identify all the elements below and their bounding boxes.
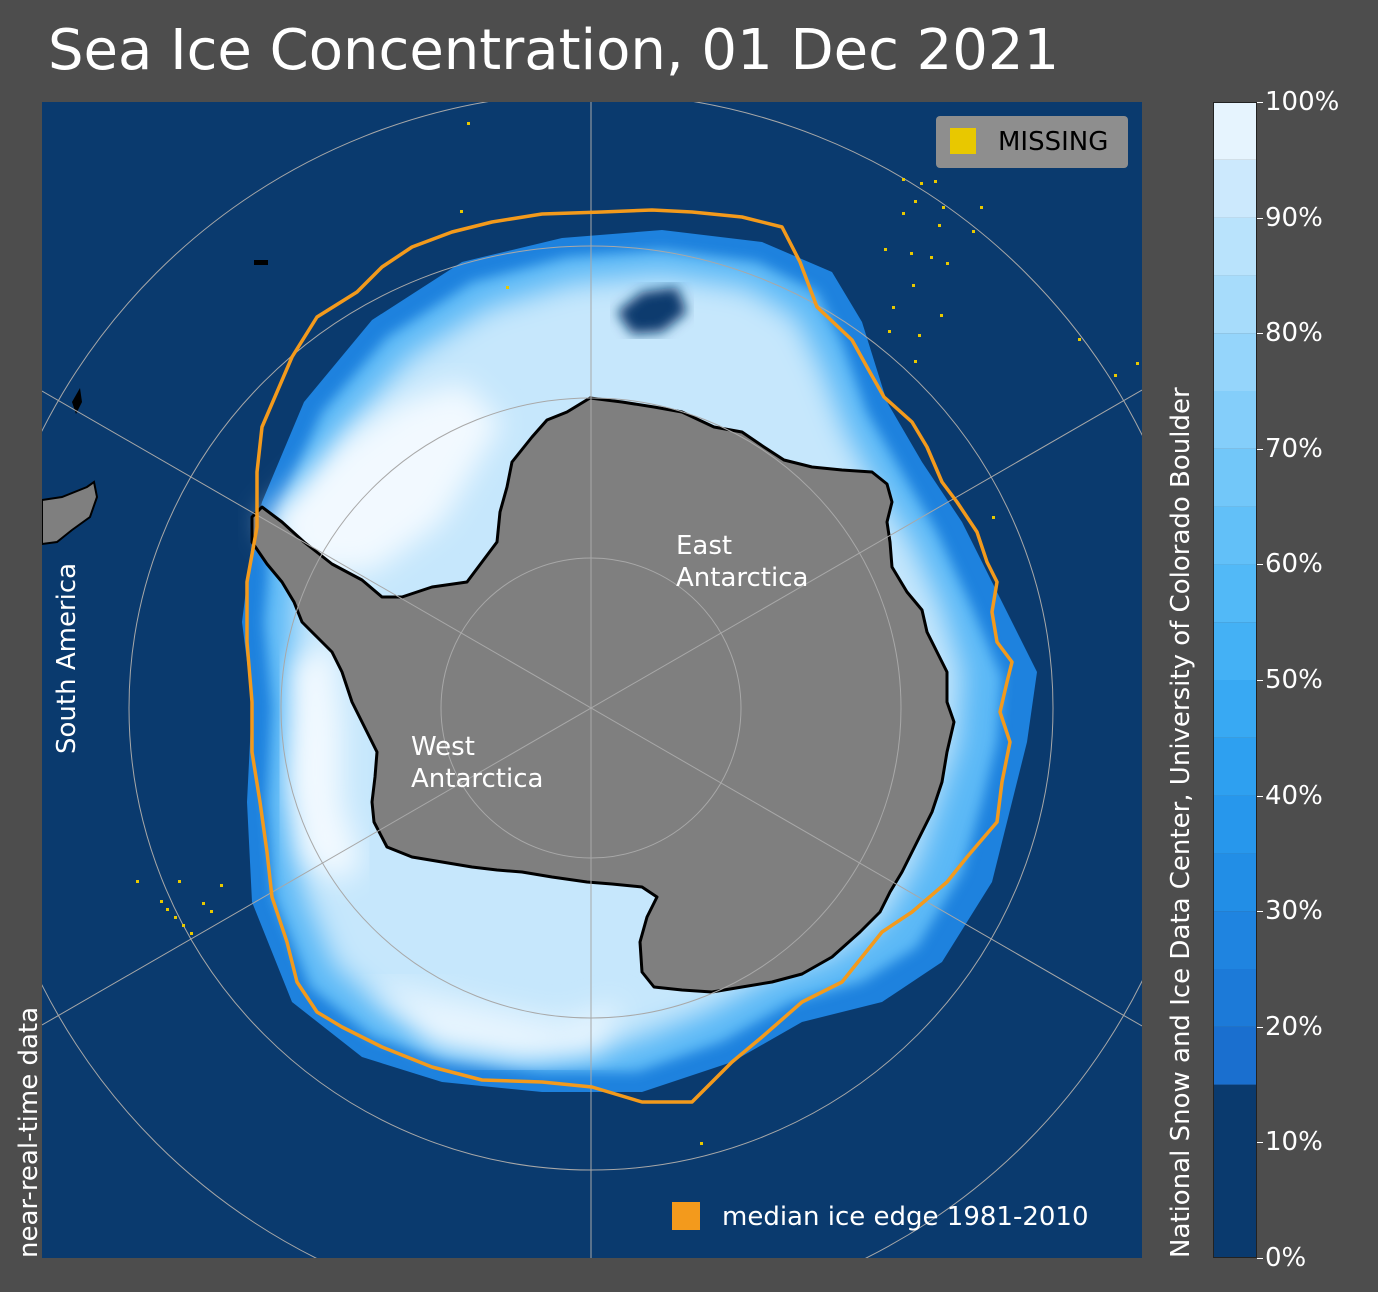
east-antarctica-label: East Antarctica (676, 531, 808, 593)
colorbar-tick-mark (1257, 102, 1263, 103)
colorbar-tick-mark (1257, 564, 1263, 566)
colorbar-tick-label: 30% (1265, 896, 1323, 927)
missing-legend: MISSING (936, 116, 1128, 168)
colorbar-band (1213, 1084, 1257, 1258)
colorbar-tick-label: 10% (1265, 1127, 1323, 1158)
missing-data-points (136, 122, 1139, 1145)
colorbar-tick-mark (1257, 1142, 1263, 1144)
colorbar-tick-label: 100% (1265, 87, 1340, 117)
colorbar-tick-label: 50% (1265, 665, 1323, 695)
colorbar-tick-mark (1257, 333, 1263, 335)
colorbar-band (1213, 333, 1257, 391)
colorbar-band (1213, 217, 1257, 276)
colorbar-tick-mark (1257, 911, 1263, 913)
falkland-islands (254, 260, 268, 265)
map-title: Sea Ice Concentration, 01 Dec 2021 (48, 18, 1060, 83)
credit-label: National Snow and Ice Data Center, Unive… (1166, 387, 1196, 1258)
colorbar-band (1213, 969, 1257, 1027)
colorbar-band (1213, 391, 1257, 449)
south-america-label: South America (52, 562, 82, 754)
colorbar-band (1213, 159, 1257, 218)
colorbar-tick-label: 70% (1265, 433, 1323, 464)
colorbar-band (1213, 275, 1257, 334)
sea-ice-map: East Antarctica West Antarctica MISSING me… (42, 102, 1142, 1258)
missing-swatch (950, 128, 976, 154)
colorbar (1213, 102, 1257, 1258)
colorbar-band (1213, 564, 1257, 623)
colorbar-band (1213, 622, 1257, 680)
colorbar-band (1213, 448, 1257, 507)
missing-label: MISSING (998, 127, 1108, 157)
colorbar-band (1213, 737, 1257, 796)
colorbar-band (1213, 911, 1257, 969)
median-label: median ice edge 1981-2010 (722, 1202, 1089, 1232)
map-canvas: East Antarctica West Antarctica MISSING me… (42, 102, 1142, 1258)
colorbar-band (1213, 795, 1257, 854)
west-antarctica-label: West Antarctica (411, 732, 543, 794)
colorbar-border (1213, 102, 1257, 1258)
antarctica-land (250, 396, 956, 994)
colorbar-tick-mark (1257, 217, 1263, 219)
median-ice-edge (245, 208, 1014, 1104)
colorbar-band (1213, 102, 1257, 160)
colorbar-tick-label: 0% (1265, 1243, 1307, 1273)
median-swatch (672, 1202, 700, 1230)
colorbar-tick-mark (1257, 680, 1263, 681)
south-america-land (42, 480, 99, 546)
colorbar-band (1213, 680, 1257, 738)
median-legend: median ice edge 1981-2010 (672, 1202, 1089, 1232)
colorbar-tick-mark (1257, 1026, 1263, 1028)
colorbar-band (1213, 506, 1257, 565)
colorbar-tick-label: 40% (1265, 780, 1323, 811)
colorbar-band (1213, 1026, 1257, 1085)
colorbar-tick-label: 90% (1265, 202, 1323, 233)
colorbar-tick-mark (1257, 795, 1263, 797)
colorbar-tick-mark (1257, 1258, 1263, 1259)
near-real-time-label: near-real-time data (14, 1006, 44, 1258)
south-georgia (72, 388, 82, 414)
graticule (42, 102, 1142, 1258)
colorbar-tick-mark (1257, 448, 1263, 450)
colorbar-tick-label: 60% (1265, 549, 1323, 580)
colorbar-band (1213, 853, 1257, 912)
colorbar-tick-label: 20% (1265, 1011, 1323, 1042)
colorbar-tick-label: 80% (1265, 318, 1323, 349)
